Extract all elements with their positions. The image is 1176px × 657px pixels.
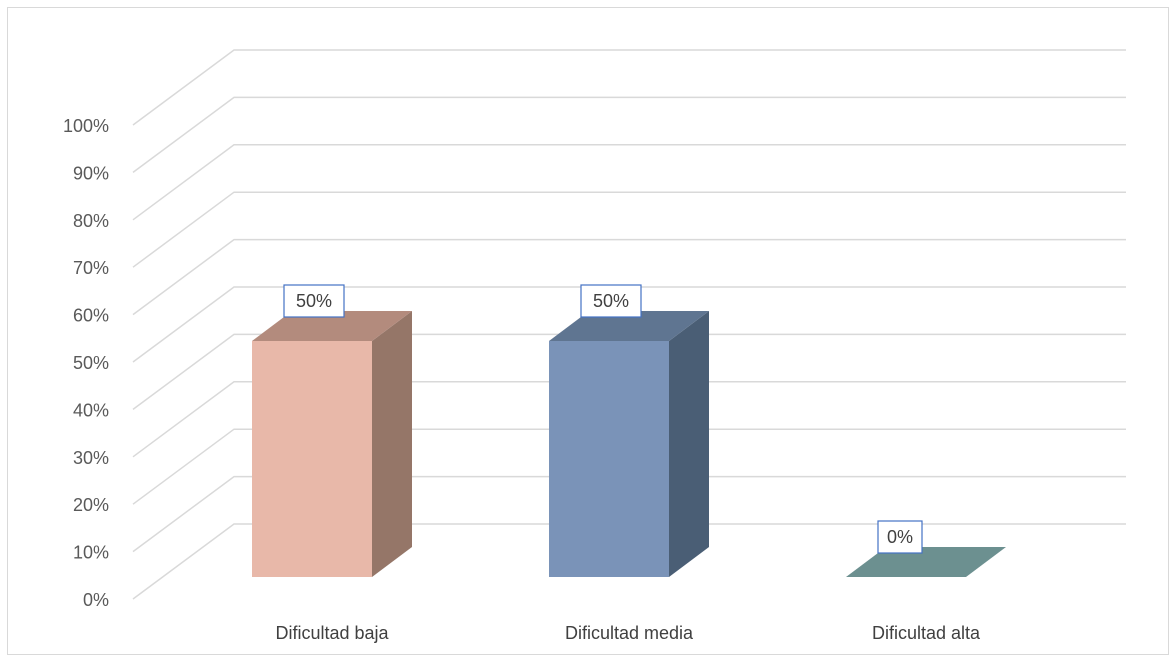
data-label-text: 0% [887,527,913,547]
bar [549,311,709,577]
y-tick-label: 20% [73,495,109,515]
bar-top [252,311,412,341]
gridline [132,381,1126,458]
data-label-text: 50% [593,291,629,311]
bar-top [549,311,709,341]
bar-top [846,547,1006,577]
x-category-label: Dificultad alta [872,623,981,643]
gridline [132,238,1126,316]
y-tick-label: 0% [83,590,109,610]
x-category-label: Dificultad media [565,623,694,643]
data-label: 0% [877,520,923,554]
gridline [132,96,1126,174]
gridline [132,428,1126,505]
data-label-box [580,284,642,318]
data-label: 50% [283,284,345,318]
y-tick-label: 60% [73,306,109,326]
gridlines [132,49,1126,600]
gridline [132,333,1126,411]
y-tick-label: 10% [73,543,109,563]
x-category-label: Dificultad baja [275,623,389,643]
bars [252,311,1006,577]
y-tick-label: 90% [73,163,109,183]
bar-chart-3d: 0%10%20%30%40%50%60%70%80%90%100% 50% 50%… [63,49,1126,643]
y-tick-label: 100% [63,116,109,136]
bar-side [669,311,709,577]
y-tick-label: 40% [73,400,109,420]
data-label-text: 50% [296,291,332,311]
y-tick-label: 50% [73,353,109,373]
y-tick-label: 70% [73,258,109,278]
bar-front [549,341,669,577]
y-axis-ticks: 0% 10% 20% 30% 40% 50% 60% 70% 80% 90% 100% [63,116,109,610]
gridline [132,286,1126,363]
data-label-box [283,284,345,318]
y-tick-label: 30% [73,448,109,468]
bar [846,547,1006,577]
gridline [132,475,1126,553]
data-label: 50% [580,284,642,318]
bar [252,311,412,577]
chart-frame: 0% 10% 20% 30% 40% 50% 60% 70% 80% 90% 100% 50% 50%… [7,7,1169,655]
gridline [132,144,1126,221]
data-labels: 50% 50% 0% [283,284,923,554]
gridline [132,523,1126,600]
y-tick-label: 80% [73,211,109,231]
bar-side [372,311,412,577]
x-axis-categories: Dificultad baja Dificultad media Dificulta… [275,623,981,643]
gridline [132,49,1126,126]
bar-front [252,341,372,577]
data-label-box [877,520,923,554]
gridline [132,191,1126,268]
